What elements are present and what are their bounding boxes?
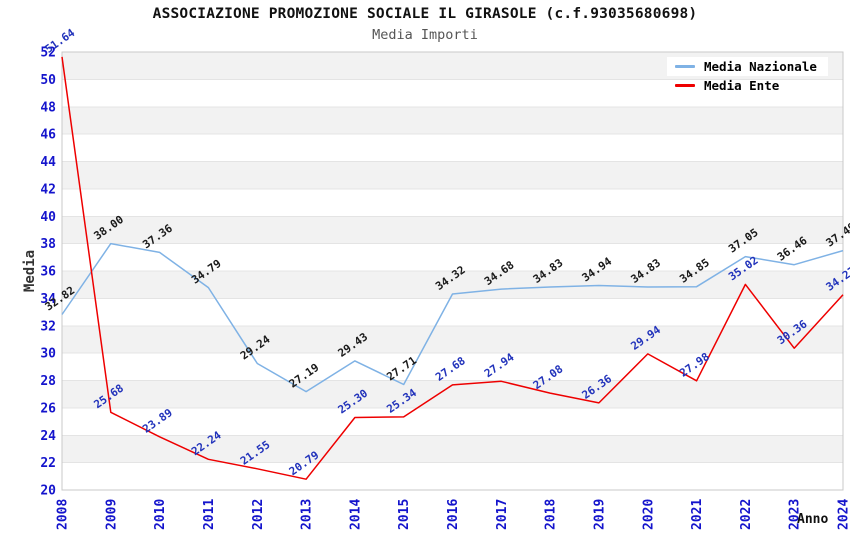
y-tick-label: 24 bbox=[40, 429, 56, 444]
x-tick-label: 2015 bbox=[397, 499, 412, 530]
y-tick-label: 52 bbox=[40, 46, 56, 61]
y-tick-label: 22 bbox=[40, 456, 56, 471]
y-tick-label: 50 bbox=[40, 73, 56, 88]
x-tick-label: 2011 bbox=[202, 499, 217, 530]
y-tick-label: 32 bbox=[40, 319, 56, 334]
x-axis-title: Anno bbox=[797, 512, 829, 527]
x-tick-label: 2017 bbox=[495, 499, 510, 530]
plot-band bbox=[62, 353, 843, 381]
x-tick-label: 2012 bbox=[251, 499, 266, 530]
y-tick-label: 48 bbox=[40, 100, 56, 115]
legend-item-media-ente[interactable]: Media Ente bbox=[667, 76, 828, 95]
y-tick-label: 42 bbox=[40, 182, 56, 197]
x-tick-label: 2016 bbox=[446, 499, 461, 530]
x-tick-label: 2018 bbox=[544, 499, 559, 530]
plot-band bbox=[62, 134, 843, 162]
chart-title: ASSOCIAZIONE PROMOZIONE SOCIALE IL GIRAS… bbox=[152, 6, 698, 22]
media-nazionale-line-swatch bbox=[675, 65, 695, 68]
x-tick-label: 2024 bbox=[837, 499, 850, 530]
x-tick-label: 2021 bbox=[690, 499, 705, 530]
y-axis-title: Media bbox=[22, 249, 38, 293]
plot-band bbox=[62, 216, 843, 244]
plot-band bbox=[62, 298, 843, 326]
x-tick-label: 2022 bbox=[739, 499, 754, 530]
x-tick-label: 2019 bbox=[592, 499, 607, 530]
x-tick-label: 2008 bbox=[56, 499, 71, 530]
x-tick-label: 2020 bbox=[641, 499, 656, 530]
y-tick-label: 20 bbox=[40, 484, 56, 499]
y-tick-label: 46 bbox=[40, 128, 56, 143]
y-tick-label: 28 bbox=[40, 374, 56, 389]
plot-band bbox=[62, 462, 843, 490]
media-ente-line-swatch bbox=[675, 84, 695, 87]
series-line-media-nazionale[interactable] bbox=[61, 242, 844, 393]
plot-band bbox=[62, 407, 843, 436]
y-tick-label: 36 bbox=[40, 265, 56, 280]
x-tick-label: 2010 bbox=[153, 499, 168, 530]
x-tick-label: 2009 bbox=[104, 499, 119, 530]
plot-band bbox=[62, 188, 843, 217]
y-tick-label: 30 bbox=[40, 347, 56, 362]
legend: Media Nazionale Media Ente bbox=[667, 57, 828, 95]
chart-subtitle: Media Importi bbox=[372, 27, 478, 43]
y-tick-label: 26 bbox=[40, 401, 56, 416]
y-tick-label: 44 bbox=[40, 155, 56, 170]
plot-band bbox=[62, 106, 843, 135]
x-tick-label: 2023 bbox=[788, 499, 803, 530]
y-tick-label: 34 bbox=[40, 292, 56, 307]
legend-item-media-nazionale[interactable]: Media Nazionale bbox=[667, 57, 828, 76]
legend-label: Media Nazionale bbox=[704, 59, 817, 74]
plot-border bbox=[61, 51, 844, 491]
y-tick-label: 38 bbox=[40, 237, 56, 252]
point-label: 51.64 bbox=[43, 26, 78, 56]
plot-band bbox=[62, 435, 843, 463]
plot-band bbox=[62, 243, 843, 271]
plot-band bbox=[62, 325, 843, 354]
legend-label: Media Ente bbox=[704, 78, 780, 93]
x-tick-label: 2014 bbox=[348, 499, 363, 530]
plot-band bbox=[62, 161, 843, 189]
plot-band bbox=[62, 79, 843, 107]
y-tick-label: 40 bbox=[40, 210, 56, 225]
x-tick-label: 2013 bbox=[300, 499, 315, 530]
series-line-media-ente[interactable] bbox=[61, 56, 844, 480]
